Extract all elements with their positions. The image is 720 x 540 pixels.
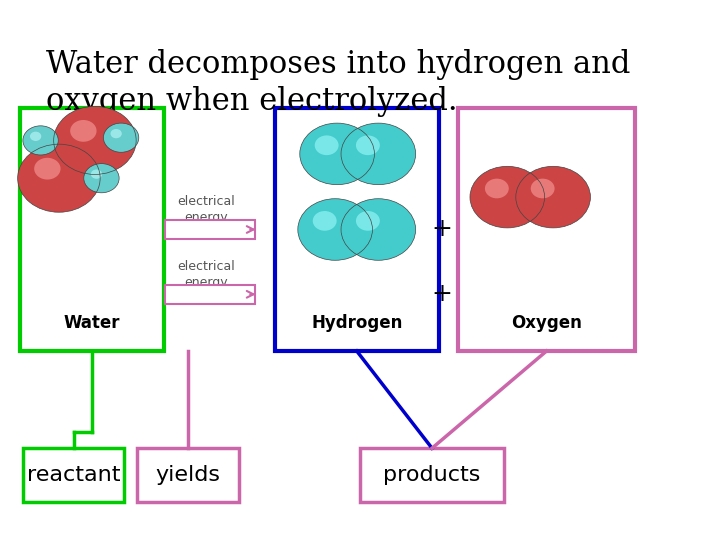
FancyBboxPatch shape [458,108,635,351]
FancyBboxPatch shape [165,285,256,304]
Text: Water decomposes into hydrogen and: Water decomposes into hydrogen and [46,49,630,79]
Circle shape [110,129,122,138]
Circle shape [341,123,415,185]
Circle shape [312,211,337,231]
Text: oxygen when electrolyzed.: oxygen when electrolyzed. [46,86,457,117]
FancyBboxPatch shape [19,108,163,351]
Text: +: + [431,218,452,241]
Circle shape [70,120,96,142]
Circle shape [298,199,372,260]
Text: electrical: electrical [177,195,235,208]
Circle shape [531,179,554,198]
Circle shape [341,199,415,260]
FancyBboxPatch shape [138,448,239,502]
Circle shape [91,170,102,179]
Circle shape [315,136,338,155]
Text: energy: energy [184,276,228,289]
Circle shape [54,106,136,174]
FancyBboxPatch shape [275,108,438,351]
Circle shape [34,158,60,180]
Text: reactant: reactant [27,465,120,485]
FancyBboxPatch shape [360,448,504,502]
Circle shape [516,166,590,228]
Circle shape [356,211,380,231]
Circle shape [104,123,139,152]
FancyBboxPatch shape [23,448,125,502]
Text: yields: yields [156,465,221,485]
Text: electrical: electrical [177,260,235,273]
Text: Hydrogen: Hydrogen [311,314,402,332]
Text: Oxygen: Oxygen [511,314,582,332]
Text: products: products [383,465,481,485]
Text: +: + [431,282,452,306]
Circle shape [84,164,119,193]
Circle shape [470,166,544,228]
Text: Water: Water [63,314,120,332]
Circle shape [18,144,100,212]
FancyBboxPatch shape [165,220,256,239]
Circle shape [485,179,509,198]
Circle shape [23,126,58,155]
Text: energy: energy [184,211,228,224]
Circle shape [356,136,380,155]
Circle shape [300,123,374,185]
Circle shape [30,132,41,141]
